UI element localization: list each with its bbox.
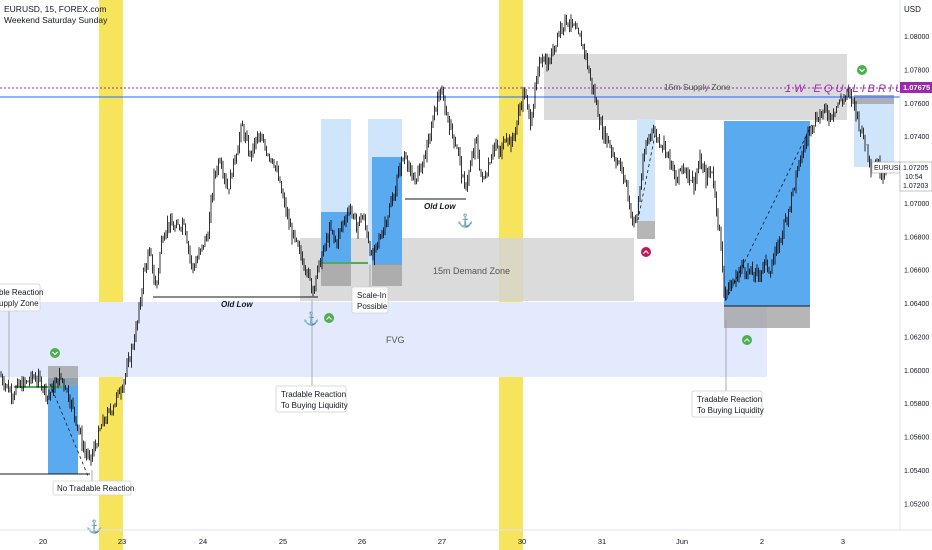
price-tick-label: 1.05400 xyxy=(904,468,929,475)
time-tick-label: 27 xyxy=(438,537,446,546)
callout-text: upply Zone xyxy=(0,299,39,308)
fvg-zone xyxy=(0,302,767,377)
time-tick-label: 3 xyxy=(841,537,845,546)
time-tick-label: 23 xyxy=(118,537,126,546)
price-tick-label: 1.06200 xyxy=(904,334,929,341)
callout-tradable-1: Tradable Reaction To Buying Liquidity xyxy=(275,385,348,413)
grey-box xyxy=(724,306,810,328)
price-tick-label: 1.07400 xyxy=(904,134,929,141)
chevron-down-icon xyxy=(50,348,60,358)
callout-text: To Buying Liquidity xyxy=(281,401,348,410)
time-tick-label: 31 xyxy=(598,537,606,546)
callout-text: Tradable Reaction xyxy=(281,390,346,399)
reaction-box xyxy=(321,212,351,264)
session-line: Weekend Saturday Sunday xyxy=(4,15,108,25)
candle-series xyxy=(0,14,887,466)
badge-text: 1.07675 xyxy=(903,83,930,92)
chevron-down-icon xyxy=(857,65,867,75)
callout-text: To Buying Liquidity xyxy=(697,406,764,415)
chevron-up-icon xyxy=(324,313,334,323)
supply-zone-label: 15m Supply Zone xyxy=(664,82,731,92)
badge-text: 1.07203 xyxy=(903,183,928,190)
price-tick-label: 1.05800 xyxy=(904,401,929,408)
price-tick-label: 1.06600 xyxy=(904,268,929,275)
price-axis[interactable]: 1.08000 1.07800 1.07600 1.07400 1.07000 1.068… xyxy=(904,34,929,508)
price-tick-label: 1.06400 xyxy=(904,301,929,308)
badge-text: EURUSD xyxy=(874,165,904,172)
supply-zone xyxy=(544,54,847,120)
time-tick-label: 25 xyxy=(279,537,287,546)
price-tick-label: 1.07600 xyxy=(904,101,929,108)
projection-line xyxy=(637,134,656,221)
callout-no-reaction: No Tradable Reaction xyxy=(52,480,134,496)
reaction-box-light xyxy=(854,95,894,167)
reaction-box xyxy=(48,378,78,474)
callout-text: ble Reaction xyxy=(0,288,43,297)
fvg-label: FVG xyxy=(386,335,405,345)
currency-label: USD xyxy=(904,5,921,14)
time-tick-label: 20 xyxy=(39,537,47,546)
grey-box xyxy=(321,264,351,286)
callout-text: Possible xyxy=(357,302,388,311)
callout-scale-in: Scale-In Possible xyxy=(351,286,389,314)
grey-box xyxy=(48,366,78,386)
callout-left-reaction: ble Reaction upply Zone xyxy=(0,283,43,312)
projection-line xyxy=(49,383,89,477)
price-tick-label: 1.06800 xyxy=(904,234,929,241)
grey-box xyxy=(372,264,402,286)
badge-text: 10:54 xyxy=(905,174,923,181)
symbol-badge: EURUSD xyxy=(871,161,904,174)
weekend-band-1 xyxy=(99,0,123,550)
time-axis[interactable]: 20 23 24 25 26 27 30 31 Jun 2 3 xyxy=(39,537,845,546)
last-price-badge: 1.07205 10:54 1.07203 xyxy=(899,161,932,192)
chart-header: EURUSD, 15, FOREX.com Weekend Saturday S… xyxy=(4,4,107,26)
price-tick-label: 1.08000 xyxy=(904,34,929,41)
reaction-box-light xyxy=(637,119,655,221)
grey-box xyxy=(637,221,655,239)
grey-box xyxy=(854,95,894,104)
reaction-box xyxy=(372,157,402,265)
symbol-line: EURUSD, 15, FOREX.com xyxy=(4,4,107,14)
time-tick-label: Jun xyxy=(676,537,688,546)
reaction-box xyxy=(724,121,810,306)
time-tick-label: 26 xyxy=(358,537,366,546)
time-tick-label: 24 xyxy=(199,537,207,546)
anchor-icon: ⚓ xyxy=(457,213,473,228)
anchor-icon: ⚓ xyxy=(86,519,102,534)
old-low-label: Old Low xyxy=(221,300,253,309)
old-low-label: Old Low xyxy=(424,202,456,211)
demand-zone-label: 15m Demand Zone xyxy=(433,266,510,276)
chevron-up-icon xyxy=(742,335,752,345)
anchor-icon: ⚓ xyxy=(303,311,319,326)
price-tick-label: 1.05600 xyxy=(904,435,929,442)
price-tick-label: 1.07800 xyxy=(904,67,929,74)
callout-tradable-2: Tradable Reaction To Buying Liquidity xyxy=(691,390,764,418)
price-tick-label: 1.05200 xyxy=(904,501,929,508)
time-tick-label: 30 xyxy=(518,537,526,546)
chevron-up-icon xyxy=(641,247,651,257)
time-tick-label: 2 xyxy=(760,537,764,546)
equilibrium-label: 1W EQUILIBRIUM xyxy=(785,83,918,95)
callout-text: Tradable Reaction xyxy=(697,395,762,404)
callout-text: Scale-In xyxy=(357,291,386,300)
price-tick-label: 1.07000 xyxy=(904,201,929,208)
equilibrium-price-badge: 1.07675 xyxy=(900,82,932,93)
badge-text: 1.07205 xyxy=(903,165,928,172)
callout-text: No Tradable Reaction xyxy=(57,484,134,493)
price-tick-label: 1.06000 xyxy=(904,368,929,375)
